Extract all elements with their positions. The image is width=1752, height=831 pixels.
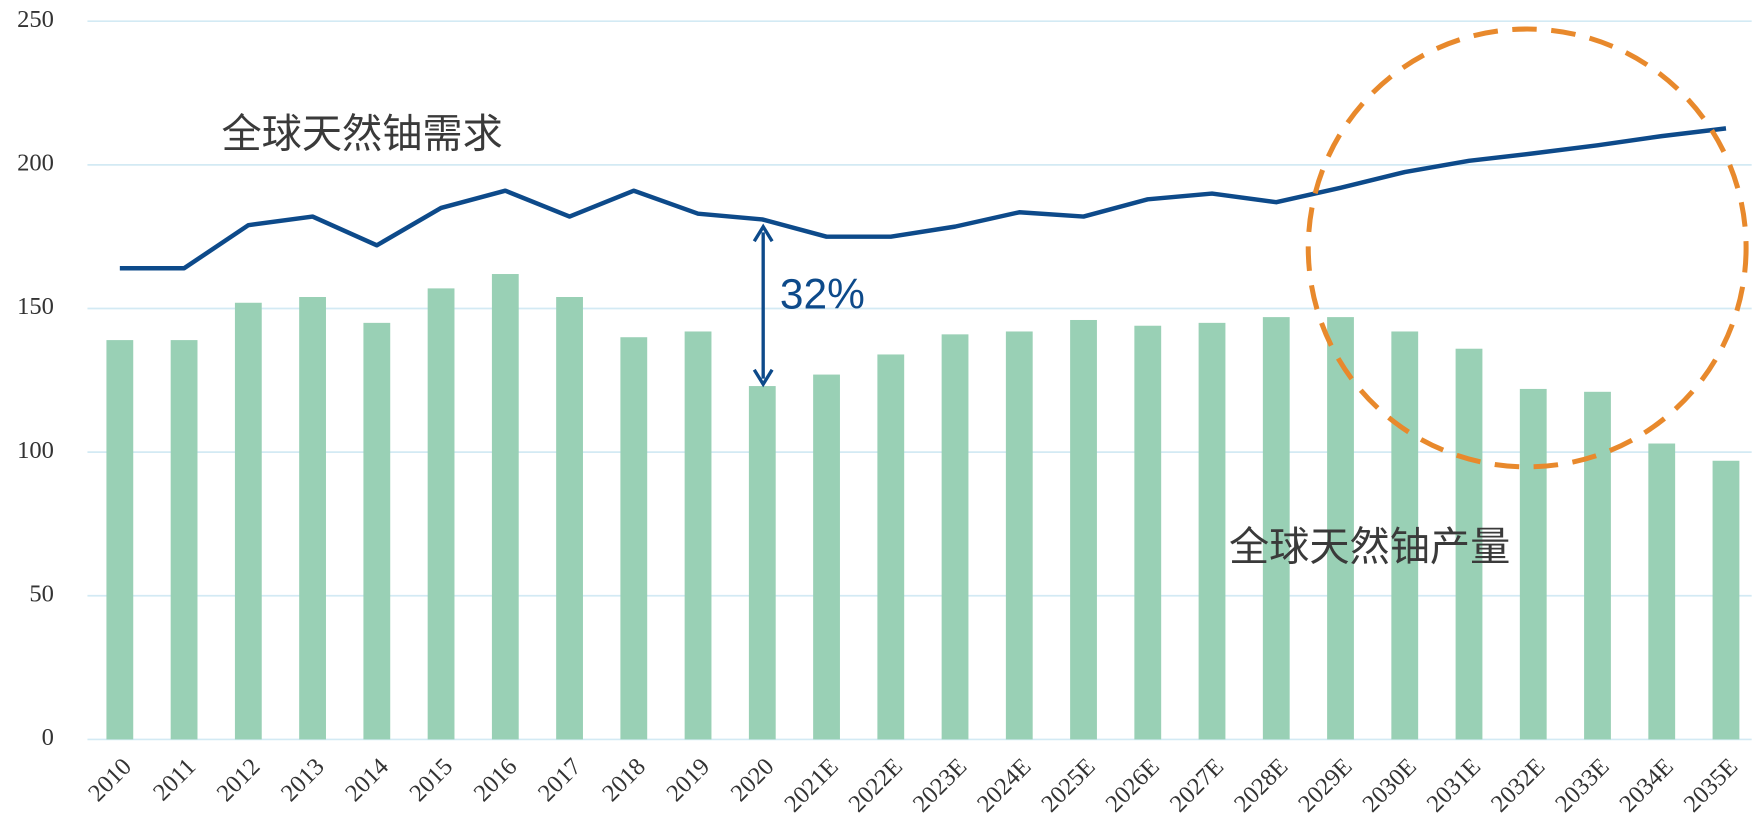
x-tick-label: 2026E [1100,753,1164,817]
bar [1262,317,1290,740]
bar [170,340,198,740]
y-tick-label: 100 [17,437,54,464]
x-tick-label: 2028E [1229,753,1293,817]
highlight-circle [1305,26,1749,470]
x-tick-label: 2017 [533,753,587,807]
production-label: 全球天然铀产量 [1229,525,1510,571]
y-tick-label: 200 [17,150,54,177]
x-tick-label: 2034E [1614,753,1678,817]
x-tick-label: 2029E [1293,753,1357,817]
x-tick-label: 2032E [1486,753,1550,817]
x-tick-label: 2011 [148,753,201,806]
arrow-heads [752,223,774,388]
bar [748,386,776,740]
x-tick-label: 2016 [469,753,523,807]
x-tick-label: 2025E [1036,753,1100,817]
bar [877,354,905,740]
x-tick-label: 2021E [779,753,843,817]
bar [1327,317,1354,740]
bar [684,331,712,740]
x-tick-label: 2022E [844,753,908,817]
bar [363,322,391,740]
x-tick-label: 2013 [276,753,330,807]
bar [1005,331,1033,740]
x-tick-label: 2019 [661,753,715,807]
x-tick-label: 2033E [1550,753,1614,817]
x-tick-label: 2015 [404,753,458,807]
x-tick-label: 2027E [1165,753,1229,817]
lines [119,126,1727,271]
bars [106,274,1740,740]
bar [1519,388,1547,740]
bar [1391,331,1419,740]
x-tick-label: 2031E [1422,753,1486,817]
line [119,126,1727,271]
bar [491,274,519,740]
bar [1455,348,1483,740]
demand-label: 全球天然铀需求 [221,111,502,157]
x-tick-label: 2020 [726,753,780,807]
bar [1712,460,1740,740]
x-tick-label: 2030E [1357,753,1421,817]
x-tick-label: 2010 [83,753,137,807]
bar [299,297,326,740]
bar [1584,391,1611,740]
bar [1648,443,1676,740]
x-tick-label: 2035E [1679,753,1743,817]
y-tick-label: 150 [17,293,54,320]
bar [556,297,583,740]
bar [1198,322,1226,740]
y-tick-label: 0 [42,724,54,751]
bar [620,337,648,740]
y-tick-label: 50 [29,580,54,607]
bar [427,288,455,740]
bar [1070,319,1097,740]
bar [813,374,840,740]
y-tick-label: 250 [17,6,54,33]
bar [1134,325,1162,740]
bar [941,334,969,740]
bar [106,340,134,740]
x-tick-label: 2012 [212,753,266,807]
x-tick-label: 2024E [972,753,1036,817]
x-tick-label: 2018 [597,753,651,807]
gap-label: 32% [780,270,865,317]
x-tick-label: 2014 [340,753,394,807]
bar [234,302,262,740]
x-tick-label: 2023E [908,753,972,817]
